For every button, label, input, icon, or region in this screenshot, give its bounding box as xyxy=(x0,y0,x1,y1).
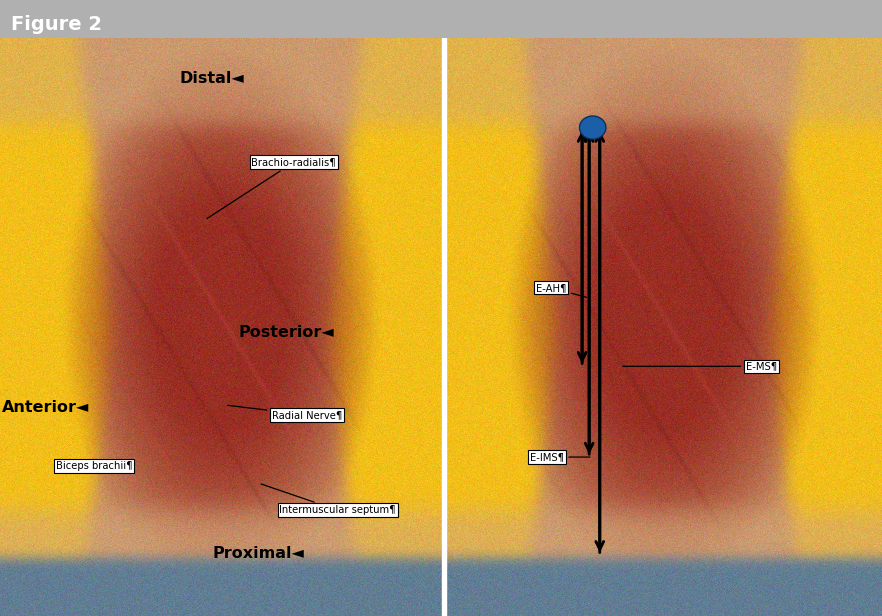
Text: Posterior◄: Posterior◄ xyxy=(239,325,334,340)
Text: Distal◄: Distal◄ xyxy=(179,71,244,86)
Text: E-IMS¶: E-IMS¶ xyxy=(530,452,590,462)
Text: Brachio-radialis¶: Brachio-radialis¶ xyxy=(207,157,336,219)
Text: Figure 2: Figure 2 xyxy=(11,15,101,34)
Text: Anterior◄: Anterior◄ xyxy=(3,400,89,415)
Text: Proximal◄: Proximal◄ xyxy=(213,546,304,561)
Text: Biceps brachii¶: Biceps brachii¶ xyxy=(56,461,132,471)
Text: Radial Nerve¶: Radial Nerve¶ xyxy=(228,405,342,420)
Bar xyxy=(442,38,446,616)
Ellipse shape xyxy=(579,116,606,139)
Text: E-AH¶: E-AH¶ xyxy=(536,283,587,298)
Text: Intermuscular septum¶: Intermuscular septum¶ xyxy=(261,484,396,515)
Text: E-MS¶: E-MS¶ xyxy=(623,362,777,371)
